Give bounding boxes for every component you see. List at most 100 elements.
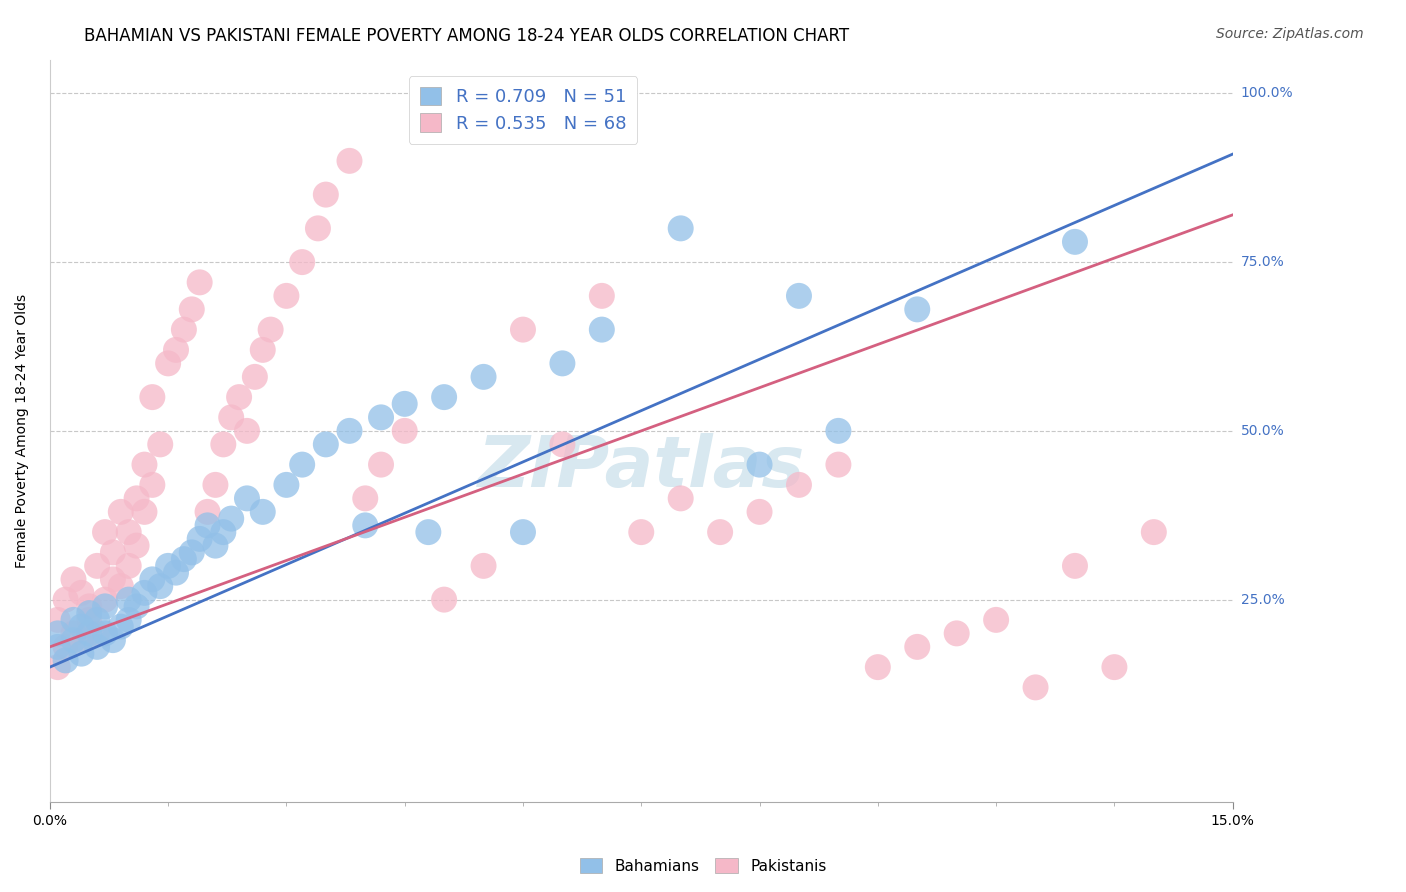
Point bbox=[149, 437, 172, 451]
Point bbox=[141, 573, 163, 587]
Point bbox=[787, 478, 810, 492]
Point bbox=[125, 491, 148, 506]
Point bbox=[157, 558, 180, 573]
Point bbox=[748, 458, 770, 472]
Point bbox=[197, 505, 219, 519]
Point bbox=[101, 633, 124, 648]
Point bbox=[307, 221, 329, 235]
Point bbox=[86, 626, 108, 640]
Point bbox=[110, 619, 132, 633]
Point bbox=[339, 153, 361, 168]
Point bbox=[70, 586, 93, 600]
Point bbox=[70, 633, 93, 648]
Point bbox=[370, 410, 392, 425]
Point bbox=[46, 640, 69, 654]
Point bbox=[1143, 525, 1166, 540]
Point bbox=[101, 573, 124, 587]
Point bbox=[709, 525, 731, 540]
Point bbox=[77, 599, 100, 614]
Point bbox=[433, 592, 456, 607]
Legend: Bahamians, Pakistanis: Bahamians, Pakistanis bbox=[574, 852, 832, 880]
Text: ZIPatlas: ZIPatlas bbox=[478, 434, 806, 502]
Point bbox=[70, 619, 93, 633]
Text: BAHAMIAN VS PAKISTANI FEMALE POVERTY AMONG 18-24 YEAR OLDS CORRELATION CHART: BAHAMIAN VS PAKISTANI FEMALE POVERTY AMO… bbox=[84, 27, 849, 45]
Text: Source: ZipAtlas.com: Source: ZipAtlas.com bbox=[1216, 27, 1364, 41]
Point bbox=[55, 592, 77, 607]
Point bbox=[165, 566, 187, 580]
Point bbox=[219, 511, 242, 525]
Point bbox=[110, 505, 132, 519]
Point bbox=[259, 323, 281, 337]
Point bbox=[252, 505, 274, 519]
Point bbox=[197, 518, 219, 533]
Point bbox=[512, 525, 534, 540]
Point bbox=[591, 323, 613, 337]
Point bbox=[228, 390, 250, 404]
Point bbox=[188, 532, 211, 546]
Point bbox=[315, 437, 337, 451]
Point bbox=[94, 525, 117, 540]
Point bbox=[512, 323, 534, 337]
Point bbox=[418, 525, 440, 540]
Point bbox=[149, 579, 172, 593]
Point bbox=[141, 478, 163, 492]
Point bbox=[125, 599, 148, 614]
Point bbox=[118, 613, 141, 627]
Point bbox=[101, 545, 124, 559]
Point bbox=[551, 437, 574, 451]
Point bbox=[77, 606, 100, 620]
Point bbox=[86, 558, 108, 573]
Point bbox=[827, 424, 849, 438]
Point bbox=[134, 586, 156, 600]
Point bbox=[77, 626, 100, 640]
Point bbox=[669, 221, 692, 235]
Point bbox=[370, 458, 392, 472]
Point bbox=[394, 424, 416, 438]
Text: 50.0%: 50.0% bbox=[1240, 424, 1284, 438]
Point bbox=[866, 660, 889, 674]
Text: 75.0%: 75.0% bbox=[1240, 255, 1284, 269]
Point bbox=[180, 302, 202, 317]
Point bbox=[204, 478, 226, 492]
Point bbox=[204, 539, 226, 553]
Point bbox=[669, 491, 692, 506]
Point bbox=[173, 323, 195, 337]
Point bbox=[291, 458, 314, 472]
Point bbox=[77, 613, 100, 627]
Point bbox=[46, 660, 69, 674]
Point bbox=[46, 626, 69, 640]
Legend: R = 0.709   N = 51, R = 0.535   N = 68: R = 0.709 N = 51, R = 0.535 N = 68 bbox=[409, 76, 637, 144]
Point bbox=[243, 369, 266, 384]
Point bbox=[188, 276, 211, 290]
Point bbox=[905, 640, 928, 654]
Point bbox=[1025, 681, 1047, 695]
Point bbox=[62, 573, 84, 587]
Point bbox=[134, 458, 156, 472]
Point bbox=[551, 356, 574, 370]
Point bbox=[984, 613, 1007, 627]
Point bbox=[165, 343, 187, 357]
Point bbox=[276, 478, 298, 492]
Point bbox=[945, 626, 967, 640]
Point bbox=[70, 647, 93, 661]
Point bbox=[315, 187, 337, 202]
Point bbox=[86, 613, 108, 627]
Point bbox=[827, 458, 849, 472]
Point bbox=[591, 289, 613, 303]
Point bbox=[236, 424, 259, 438]
Point bbox=[1064, 235, 1087, 249]
Point bbox=[86, 640, 108, 654]
Point bbox=[252, 343, 274, 357]
Point bbox=[212, 525, 235, 540]
Point bbox=[118, 592, 141, 607]
Point bbox=[433, 390, 456, 404]
Point bbox=[94, 592, 117, 607]
Point bbox=[118, 525, 141, 540]
Point bbox=[141, 390, 163, 404]
Point bbox=[62, 633, 84, 648]
Point bbox=[787, 289, 810, 303]
Y-axis label: Female Poverty Among 18-24 Year Olds: Female Poverty Among 18-24 Year Olds bbox=[15, 293, 30, 568]
Point bbox=[55, 640, 77, 654]
Point bbox=[394, 397, 416, 411]
Point bbox=[748, 505, 770, 519]
